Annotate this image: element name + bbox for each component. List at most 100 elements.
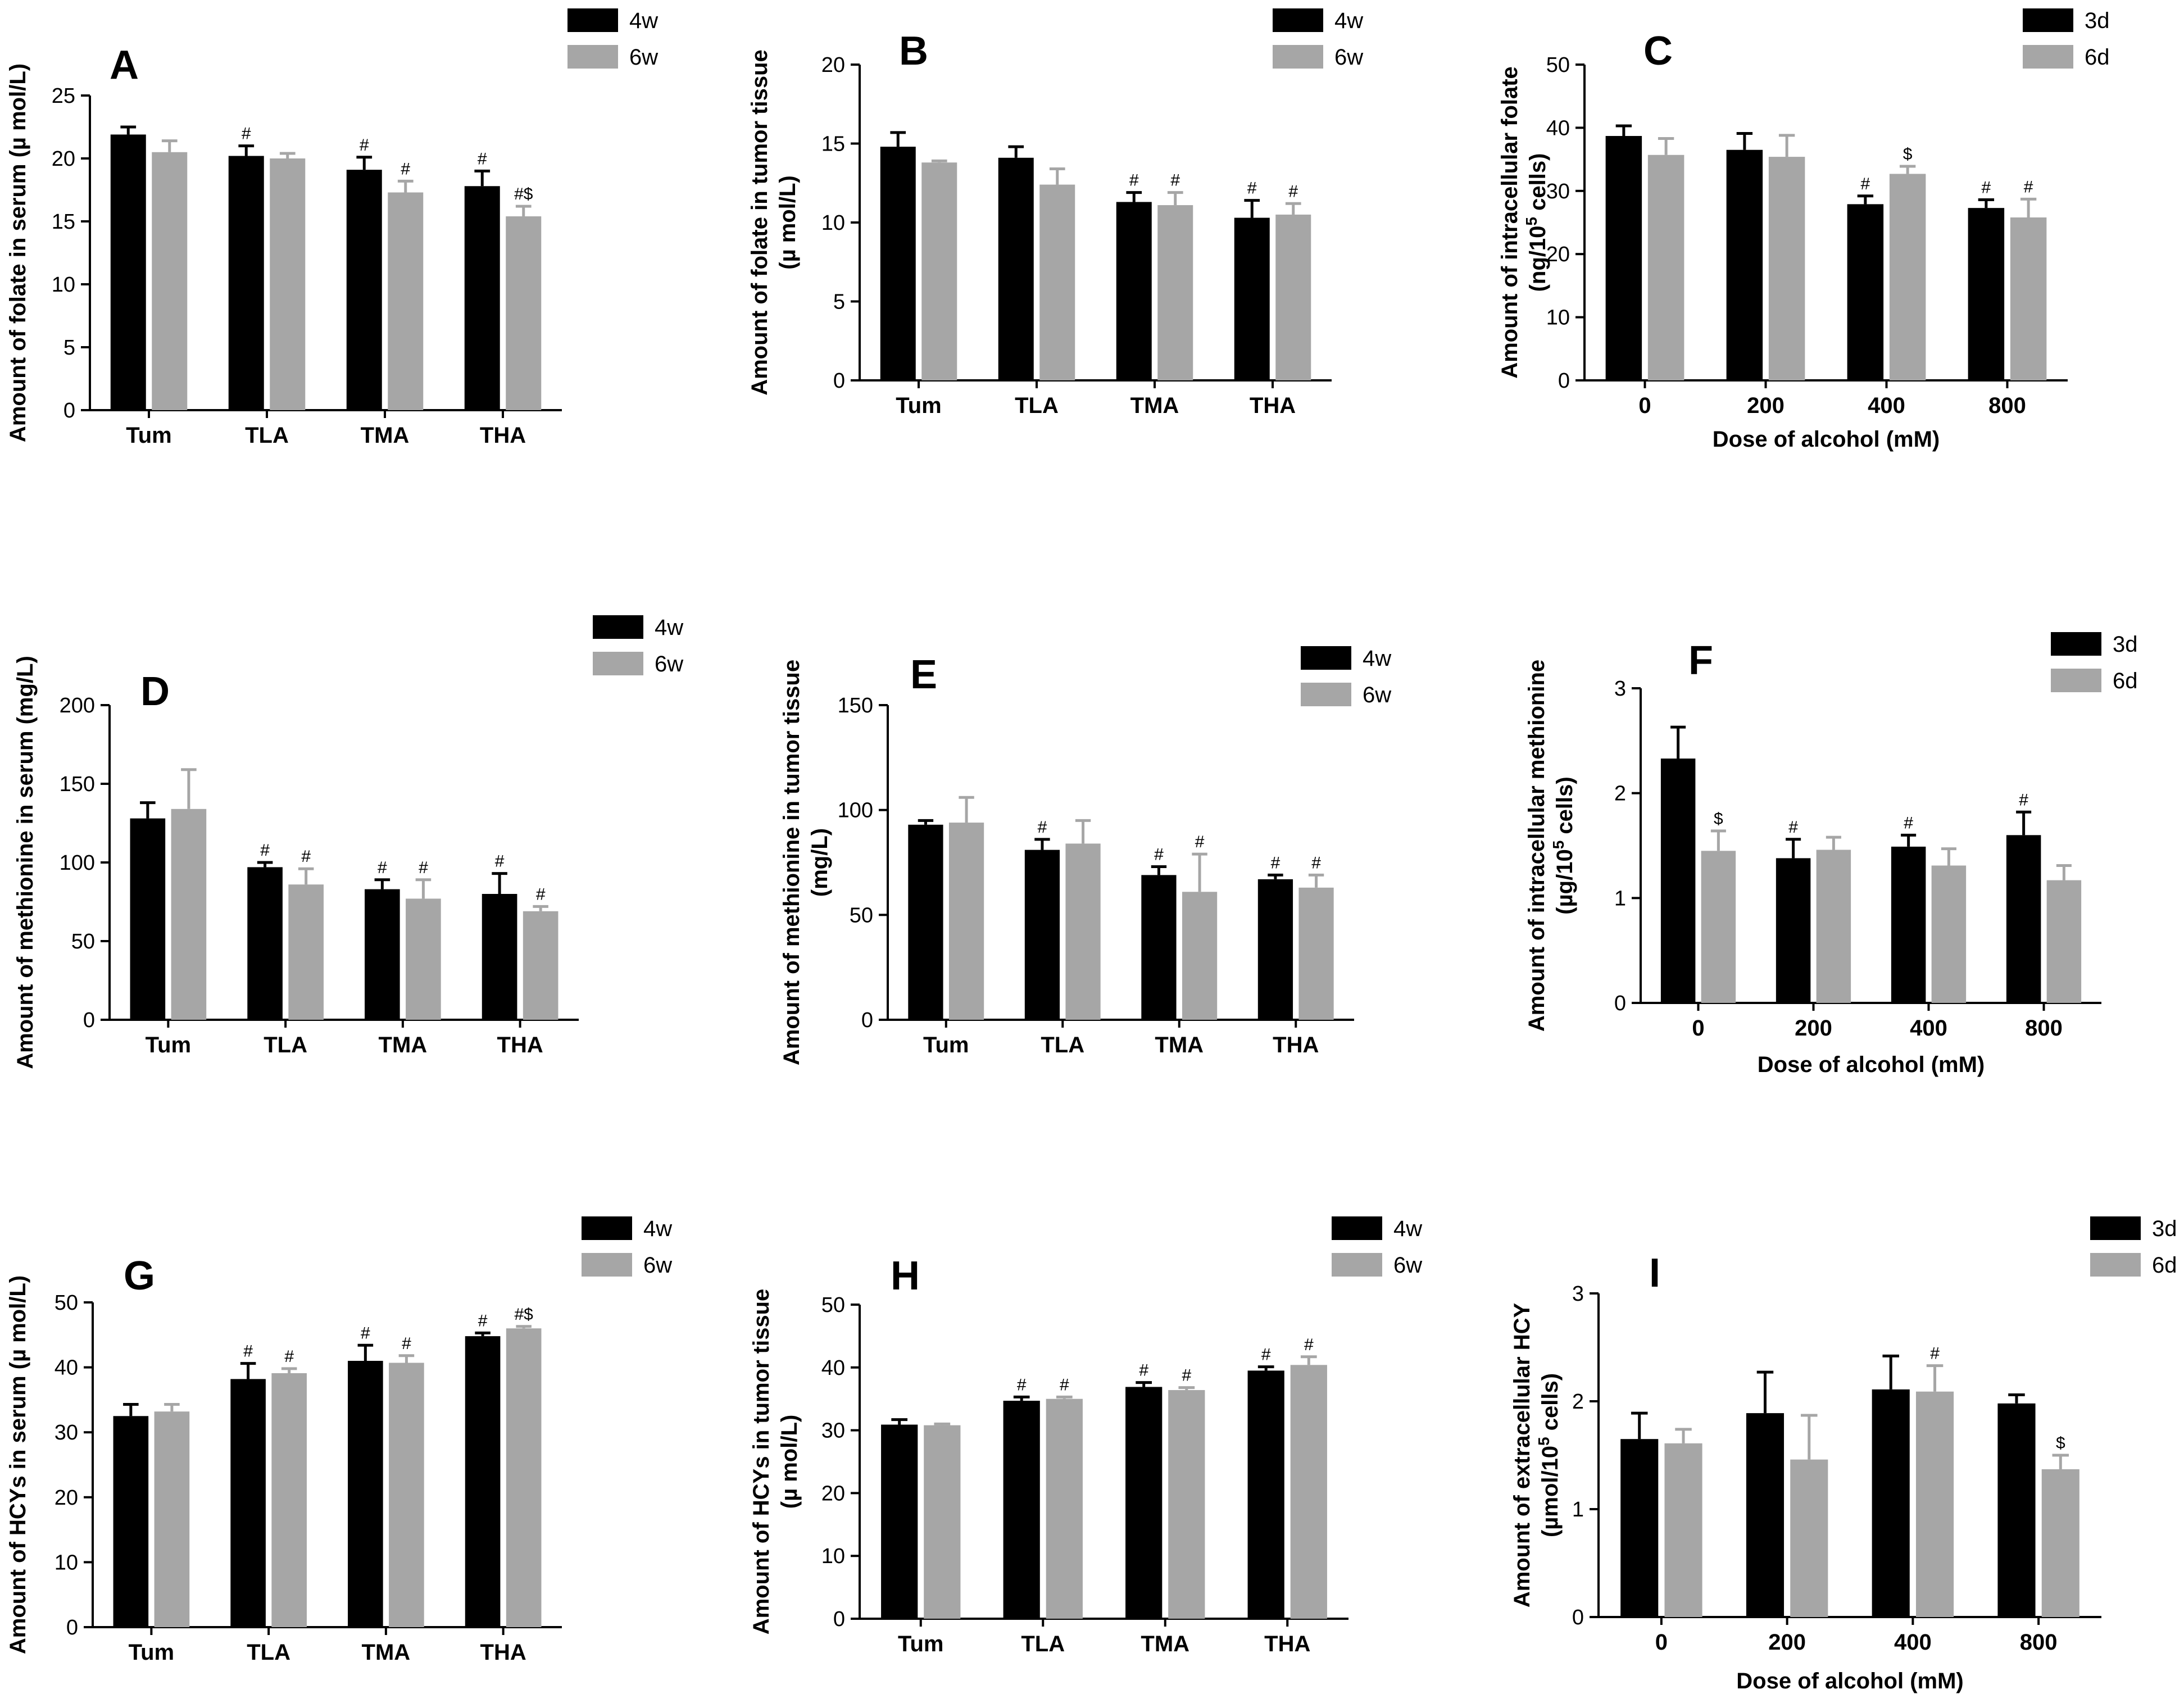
bar <box>1234 217 1270 380</box>
legend-label: 4w <box>655 615 683 640</box>
bar <box>130 818 166 1020</box>
significance-mark: # <box>1861 175 1870 193</box>
x-tick-label: 0 <box>1655 1630 1668 1655</box>
legend-label: 3d <box>2113 632 2138 657</box>
significance-mark: # <box>260 841 270 860</box>
y-tick-label: 10 <box>821 211 845 235</box>
y-tick-label: 0 <box>833 369 845 393</box>
y-tick-label: 0 <box>63 399 75 423</box>
significance-mark: # <box>1788 818 1798 837</box>
bar <box>1660 759 1696 1003</box>
significance-mark: # <box>361 1324 370 1342</box>
y-axis-title: Amount of extracellular HCY (µmol/105 cel… <box>1510 1303 1563 1608</box>
y-tick-label: 0 <box>1614 992 1626 1015</box>
bar <box>271 1373 307 1627</box>
y-axis-title-line: Amount of intracellular folate <box>1497 66 1522 379</box>
y-tick-label: 2 <box>1614 782 1626 806</box>
bar <box>1968 208 2005 380</box>
legend-label: 6d <box>2152 1253 2177 1278</box>
y-tick-label: 0 <box>83 1009 95 1032</box>
bar <box>110 134 146 410</box>
y-tick-label: 3 <box>1572 1282 1584 1306</box>
legend-label: 6d <box>2085 45 2110 70</box>
bar <box>1065 843 1101 1020</box>
legend-swatch <box>1301 646 1351 670</box>
y-tick-label: 150 <box>60 773 95 796</box>
bar <box>1605 136 1642 380</box>
significance-mark: $ <box>1903 145 1913 164</box>
x-tick-label: Tum <box>923 1033 969 1057</box>
bar <box>1768 157 1805 380</box>
bar <box>1247 1370 1284 1619</box>
bar <box>228 156 264 410</box>
x-tick-label: TLA <box>264 1033 307 1057</box>
bar <box>881 1424 918 1619</box>
bar <box>506 216 542 410</box>
bar <box>247 867 283 1020</box>
significance-mark: # <box>1311 853 1321 872</box>
panel-letter: I <box>1649 1251 1660 1296</box>
bar <box>1746 1413 1785 1617</box>
y-axis-title-line: Amount of HCYs in serum (µ mol/L) <box>6 1275 30 1654</box>
bar <box>908 824 943 1020</box>
y-tick-label: 0 <box>1558 369 1570 393</box>
bar <box>1647 155 1684 380</box>
bar <box>2046 880 2082 1003</box>
chart-panel-f: 0 1 2 3 0 $200 #400 #800 # F 3d 6d Amount of intrace… <box>1524 632 2138 1077</box>
significance-mark: # <box>1288 182 1298 201</box>
y-axis-title: Amount of HCYs in serum (µ mol/L) <box>6 1275 30 1654</box>
y-axis-title: Amount of intracellular folate (ng/105 ce… <box>1497 66 1550 379</box>
bar <box>1726 149 1763 380</box>
legend-label: 4w <box>629 8 658 33</box>
bar <box>171 809 207 1020</box>
significance-mark: # <box>1139 1361 1148 1380</box>
y-tick-label: 50 <box>71 930 95 953</box>
legend-swatch <box>1332 1253 1382 1277</box>
significance-mark: # <box>1129 171 1139 190</box>
y-tick-label: 0 <box>861 1009 873 1032</box>
y-tick-label: 30 <box>1546 180 1570 203</box>
panel-letter: F <box>1688 638 1713 683</box>
legend-label: 4w <box>1334 8 1363 33</box>
x-tick-label: TMA <box>361 423 410 448</box>
x-tick-label: THA <box>480 1640 526 1665</box>
bar <box>1816 850 1851 1003</box>
bar <box>1157 205 1193 380</box>
legend-swatch <box>1332 1216 1382 1240</box>
y-tick-label: 20 <box>55 1486 78 1510</box>
bar <box>1847 204 1884 380</box>
bar <box>1141 875 1177 1020</box>
significance-mark: # <box>1017 1375 1027 1394</box>
y-tick-label: 15 <box>52 210 75 234</box>
y-tick-label: 0 <box>1572 1606 1584 1629</box>
significance-mark: # <box>419 859 428 877</box>
significance-mark: # <box>1247 179 1257 198</box>
x-tick-label: TMA <box>1155 1033 1204 1057</box>
chart-panel-i: 0 1 2 3 0 200 400 #800 $ I 3d 6d Amount of extracell… <box>1510 1216 2177 1693</box>
significance-mark: # <box>1930 1345 1940 1363</box>
bar <box>154 1411 190 1627</box>
chart-panel-c: 0 10 20 30 40 50 0 200 400 # $800 # # C 3d 6d Amount of … <box>1497 8 2110 452</box>
bar <box>1257 879 1293 1020</box>
bar <box>924 1425 961 1619</box>
x-tick-label: THA <box>1250 393 1296 418</box>
significance-mark: # <box>378 859 387 877</box>
y-tick-label: 30 <box>55 1421 78 1445</box>
x-tick-label: THA <box>1273 1033 1319 1057</box>
bar <box>464 186 500 410</box>
y-tick-label: 2 <box>1572 1390 1584 1414</box>
bar <box>1790 1459 1828 1617</box>
bar <box>1891 846 1926 1003</box>
y-tick-label: 5 <box>63 336 75 360</box>
x-tick-label: 800 <box>2025 1016 2063 1041</box>
x-tick-label: 200 <box>1795 1016 1832 1041</box>
y-tick-label: 200 <box>60 694 95 717</box>
y-axis-title-line: (µg/105 cells) <box>1550 776 1578 914</box>
significance-mark: $ <box>1714 810 1723 828</box>
significance-mark: # <box>478 1311 488 1330</box>
y-tick-label: 1 <box>1572 1498 1584 1522</box>
x-tick-label: 800 <box>2020 1630 2058 1655</box>
significance-mark: # <box>1304 1336 1314 1354</box>
bar <box>389 1363 424 1627</box>
